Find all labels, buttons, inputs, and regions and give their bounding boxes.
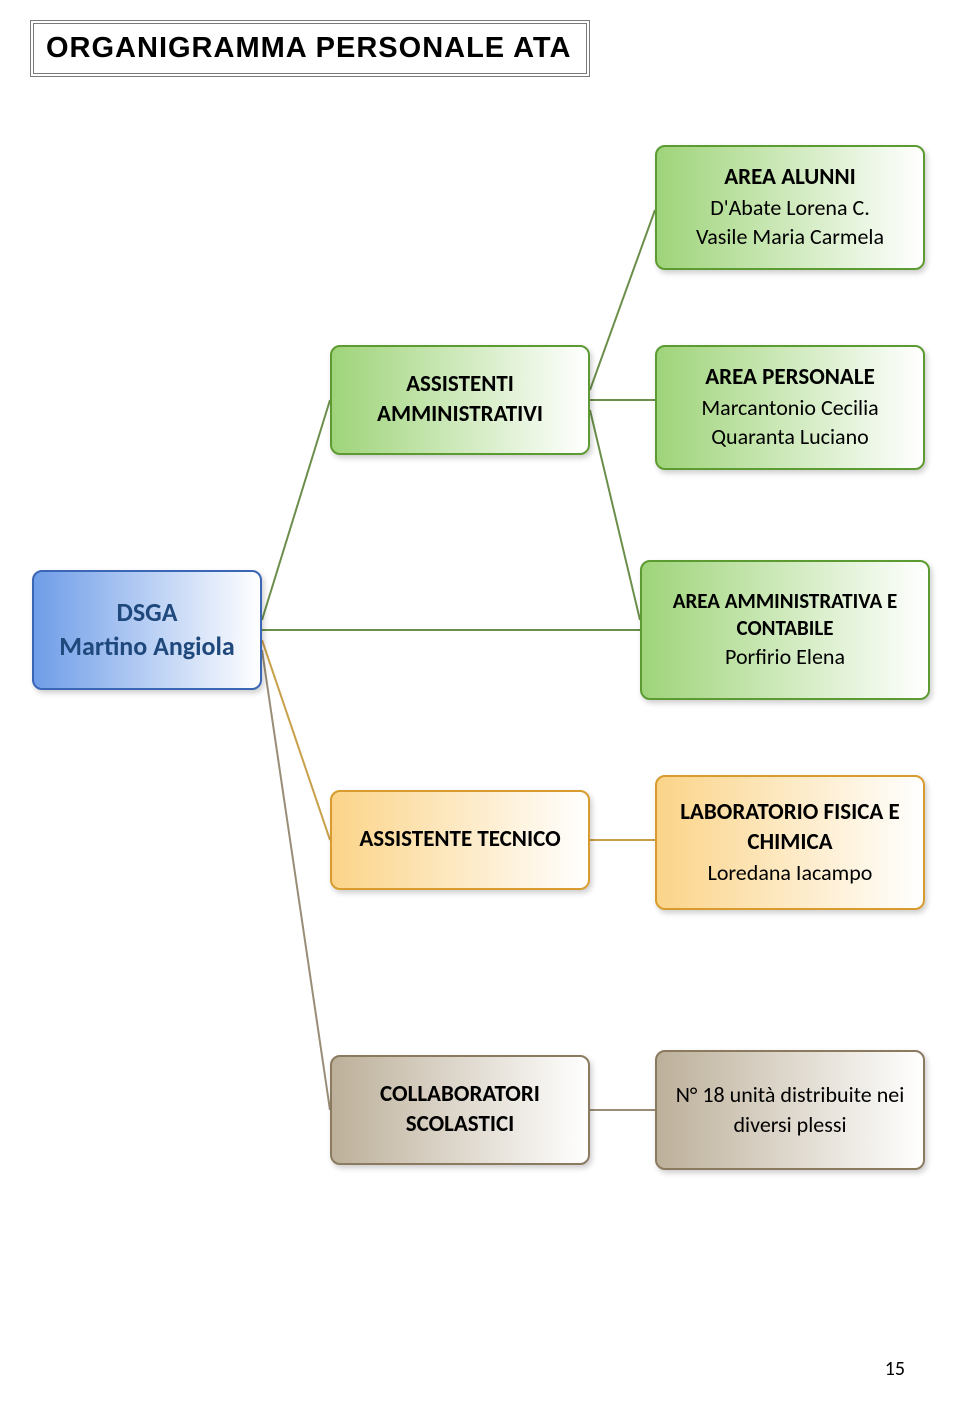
node-personale-line2: Quaranta Luciano: [711, 422, 868, 452]
node-alunni-line1: D'Abate Lorena C.: [710, 193, 870, 223]
node-area-amministrativa-contabile: AREA AMMINISTRATIVA E CONTABILE Porfirio…: [640, 560, 930, 700]
node-lab-title2: CHIMICA: [747, 828, 832, 858]
node-collaboratori-scolastici: COLLABORATORI SCOLASTICI: [330, 1055, 590, 1165]
node-collab-title2: SCOLASTICI: [406, 1110, 515, 1140]
node-assistenti-title1: ASSISTENTI: [406, 370, 514, 400]
node-assistente-tecnico: ASSISTENTE TECNICO: [330, 790, 590, 890]
node-dsga-title: DSGA: [116, 596, 177, 630]
node-ammcont-title1: AREA AMMINISTRATIVA E: [673, 588, 898, 615]
node-laboratorio: LABORATORIO FISICA E CHIMICA Loredana Ia…: [655, 775, 925, 910]
node-tecnico-title: ASSISTENTE TECNICO: [359, 825, 560, 855]
page-title-box: ORGANIGRAMMA PERSONALE ATA: [30, 20, 590, 77]
node-dsga: DSGA Martino Angiola: [32, 570, 262, 690]
node-ammcont-title2: CONTABILE: [737, 615, 834, 642]
node-area-alunni: AREA ALUNNI D'Abate Lorena C. Vasile Mar…: [655, 145, 925, 270]
node-assistenti-title2: AMMINISTRATIVI: [377, 400, 543, 430]
node-lab-title1: LABORATORIO FISICA E: [680, 798, 900, 828]
page-title: ORGANIGRAMMA PERSONALE ATA: [46, 32, 574, 65]
node-unita-line1: N° 18 unità distribuite nei: [676, 1080, 905, 1110]
node-lab-line1: Loredana Iacampo: [708, 858, 873, 888]
node-area-personale: AREA PERSONALE Marcantonio Cecilia Quara…: [655, 345, 925, 470]
node-collab-title1: COLLABORATORI: [380, 1080, 540, 1110]
node-personale-line1: Marcantonio Cecilia: [701, 393, 878, 423]
page-number: 15: [885, 1357, 905, 1381]
node-alunni-title: AREA ALUNNI: [724, 163, 856, 193]
node-unita: N° 18 unità distribuite nei diversi ples…: [655, 1050, 925, 1170]
node-ammcont-line1: Porfirio Elena: [725, 642, 845, 672]
node-personale-title: AREA PERSONALE: [705, 363, 875, 393]
node-alunni-line2: Vasile Maria Carmela: [696, 222, 884, 252]
node-dsga-name: Martino Angiola: [59, 630, 234, 664]
node-unita-line2: diversi plessi: [733, 1110, 846, 1140]
node-assistenti-amministrativi: ASSISTENTI AMMINISTRATIVI: [330, 345, 590, 455]
